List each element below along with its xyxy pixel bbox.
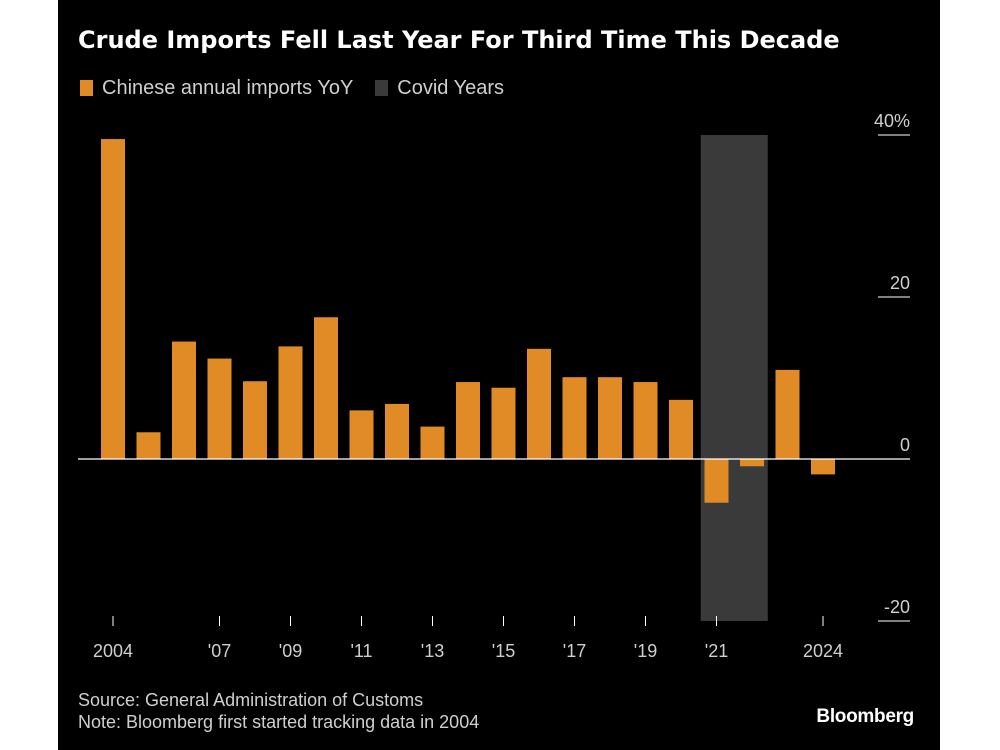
x-tick-label-2017: '17 <box>563 641 586 661</box>
bloomberg-logo: Bloomberg <box>816 706 914 727</box>
bar-2018 <box>598 377 622 459</box>
bar-2016 <box>527 348 551 459</box>
y-tick-label-40: 40% <box>874 111 910 131</box>
x-tick-label-2015: '15 <box>492 641 515 661</box>
x-tick-label-2004: 2004 <box>93 641 133 661</box>
legend-label-imports: Chinese annual imports YoY <box>102 76 354 99</box>
bar-2009 <box>278 346 303 459</box>
tracking-note: Note: Bloomberg first started tracking d… <box>78 712 480 732</box>
bar-2014 <box>456 382 480 459</box>
y-tick-label-0: 0 <box>900 435 910 455</box>
bar-2006 <box>172 341 196 459</box>
x-tick-label-2007: '07 <box>208 641 231 661</box>
bar-2013 <box>420 426 445 459</box>
bar-2023 <box>775 369 800 459</box>
y-tick-label--20: -20 <box>884 597 910 617</box>
x-tick-label-2024: 2024 <box>803 641 843 661</box>
legend-label-covid: Covid Years <box>397 76 505 99</box>
source-note: Source: General Administration of Custom… <box>78 690 424 710</box>
bar-2017 <box>562 377 587 459</box>
bar-2004 <box>101 139 125 460</box>
chart-title: Crude Imports Fell Last Year For Third T… <box>78 26 840 54</box>
bar-2007 <box>207 358 232 459</box>
legend-swatch-covid <box>375 80 389 96</box>
chart-card: Crude Imports Fell Last Year For Third T… <box>58 0 940 750</box>
bar-2024 <box>811 459 835 475</box>
bar-2022 <box>740 459 764 467</box>
bar-2011 <box>349 410 374 459</box>
x-tick-label-2021: '21 <box>705 641 728 661</box>
y-tick-label-20: 20 <box>890 273 910 293</box>
bar-2005 <box>136 432 161 459</box>
x-tick-label-2009: '09 <box>279 641 302 661</box>
bar-chart: 40% 20 0 -20 2004 '07 '09 '11 '13 '15 '17 '19 '21 202… <box>78 111 910 661</box>
covid-highlight-band <box>700 135 768 621</box>
legend-swatch-imports <box>80 80 93 96</box>
bar-2015 <box>491 387 516 459</box>
legend-item-covid: Covid Years <box>375 77 504 100</box>
x-tick-label-2011: '11 <box>350 641 372 661</box>
x-tick-label-2019: '19 <box>634 641 657 661</box>
bar-2020 <box>669 399 693 459</box>
bar-2021 <box>704 459 729 503</box>
chart-footer: Source: General Administration of Custom… <box>78 689 479 733</box>
bar-2019 <box>633 382 658 459</box>
bar-2012 <box>385 403 409 459</box>
bar-2008 <box>243 381 267 459</box>
legend: Chinese annual imports YoY Covid Years <box>80 76 526 100</box>
bar-2010 <box>314 317 338 459</box>
legend-item-imports: Chinese annual imports YoY <box>80 77 353 100</box>
x-tick-label-2013: '13 <box>421 641 444 661</box>
